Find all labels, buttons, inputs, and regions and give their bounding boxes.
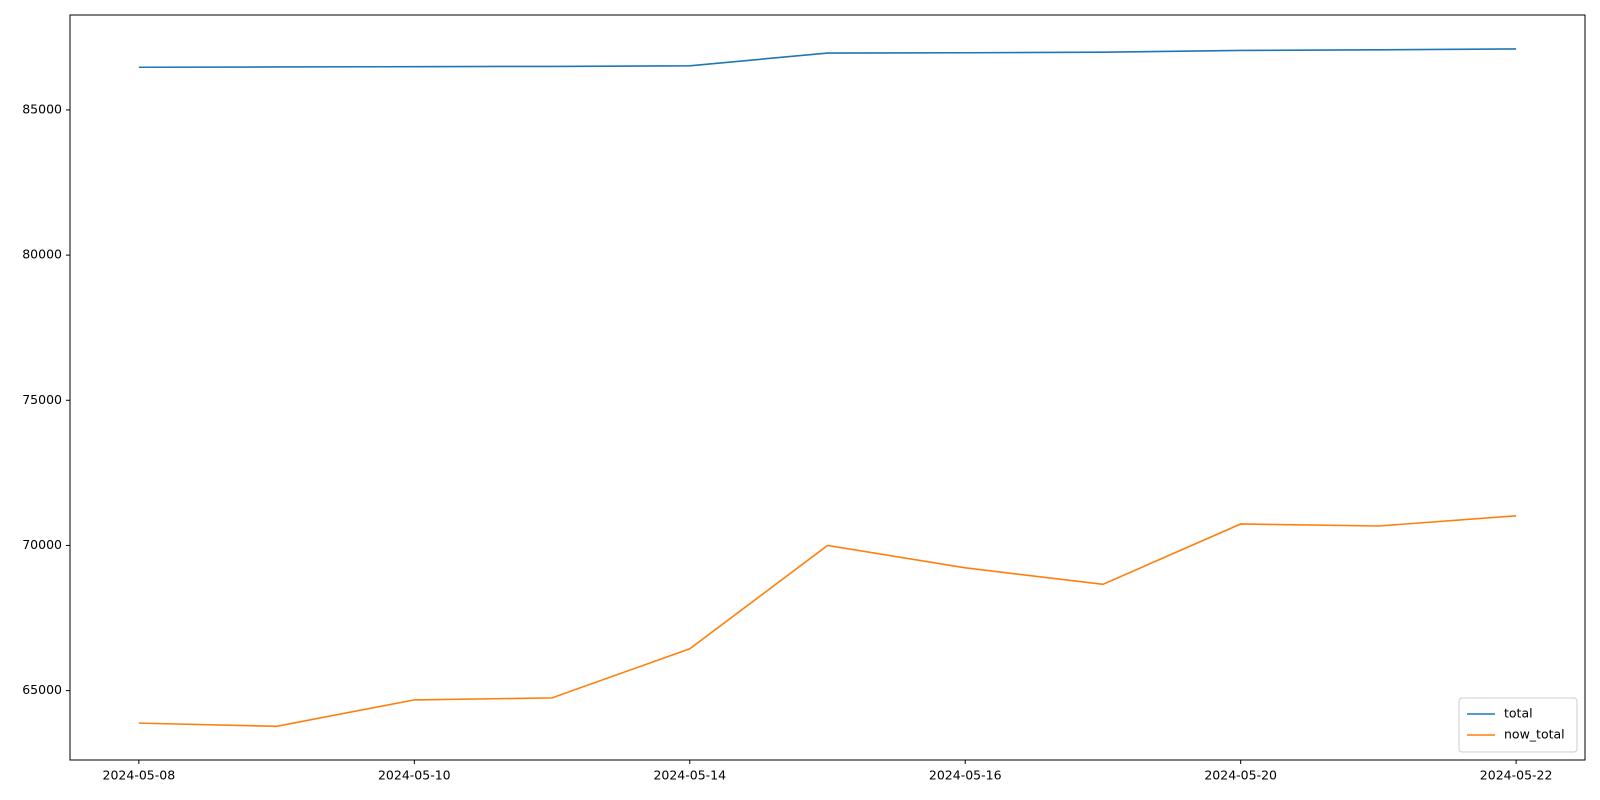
x-tick-label: 2024-05-20: [1204, 768, 1277, 783]
x-tick-label: 2024-05-22: [1480, 768, 1553, 783]
legend-label: total: [1504, 706, 1533, 721]
series-line: [138, 48, 1517, 69]
plot-frame: [69, 14, 1586, 761]
x-tick-label: 2024-05-16: [929, 768, 1002, 783]
x-tick-label: 2024-05-08: [103, 768, 176, 783]
legend: total now_total: [1458, 697, 1578, 753]
legend-box: [1458, 697, 1578, 753]
y-tick-label: 70000: [22, 537, 62, 552]
legend-label: now_total: [1504, 727, 1565, 742]
y-tick-label: 80000: [22, 247, 62, 262]
y-tick-label: 65000: [22, 682, 62, 697]
series-line: [138, 515, 1517, 728]
x-tick-label: 2024-05-14: [653, 768, 726, 783]
x-tick-label: 2024-05-10: [378, 768, 451, 783]
y-tick-label: 85000: [22, 101, 62, 116]
y-tick-label: 75000: [22, 392, 62, 407]
